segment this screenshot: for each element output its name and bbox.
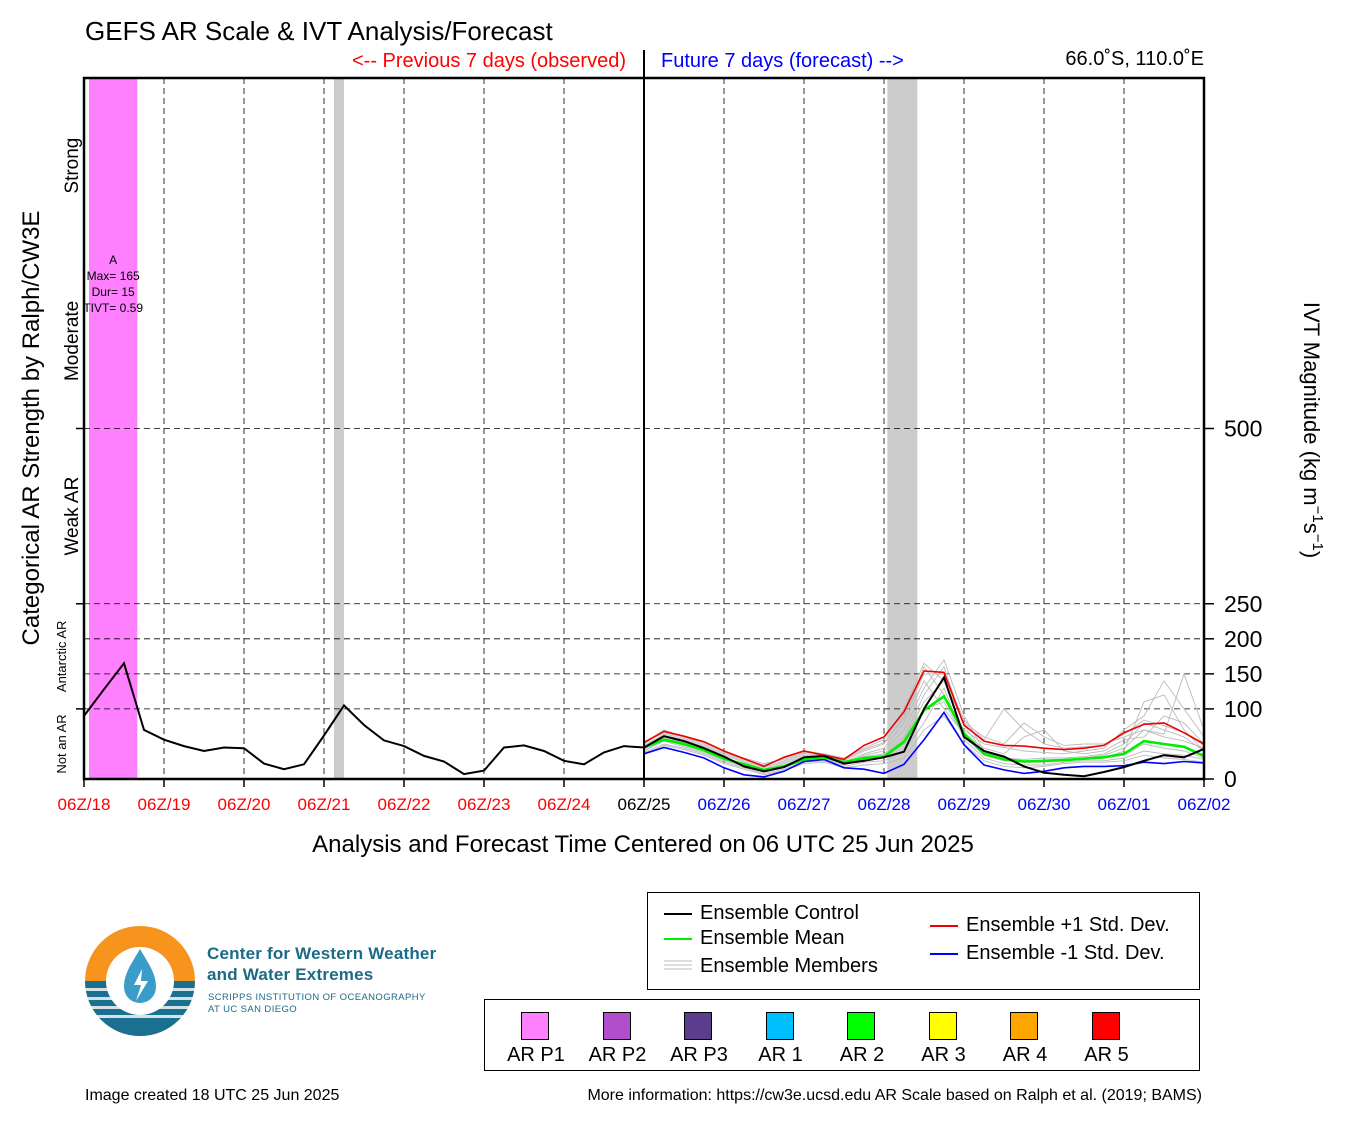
ar-scale-label: AR P1 [507, 1044, 565, 1066]
category-label: Not an AR [54, 714, 69, 773]
ar-scale-swatch [1010, 1012, 1038, 1040]
y-tick-label: 200 [1224, 626, 1262, 652]
ensemble-plus-std-line [643, 670, 1205, 768]
ar-scale-swatch [928, 1012, 957, 1040]
legend-plus-std-label: Ensemble +1 Std. Dev. [966, 914, 1170, 936]
logo-title-line2: and Water Extremes [207, 965, 374, 984]
x-tick-label: 06Z/27 [778, 795, 831, 814]
ensemble-member-line [643, 680, 1205, 770]
x-axis-label: Analysis and Forecast Time Centered on 0… [312, 831, 974, 858]
ar-event-annotation: Dur= 15 [92, 285, 135, 299]
x-tick-label: 06Z/22 [378, 795, 431, 814]
logo-subtitle-line2: AT UC SAN DIEGO [208, 1004, 298, 1015]
category-label: Strong [62, 138, 83, 194]
ar-scale-swatch [684, 1012, 712, 1040]
ar-scale-swatch [1091, 1012, 1120, 1040]
ar-scale-label: AR P2 [588, 1044, 647, 1066]
category-label: Moderate [62, 301, 83, 381]
x-tick-label: 06Z/26 [698, 795, 751, 814]
ensemble-minus-std-line [643, 710, 1205, 778]
ensemble-member-line [643, 715, 1205, 776]
footer-info: More information: https://cw3e.ucsd.edu … [587, 1087, 1202, 1104]
legend-mean-label: Ensemble Mean [700, 927, 845, 949]
x-tick-label: 06Z/23 [458, 795, 511, 814]
y-axis-left-label: Categorical AR Strength by Ralph/CW3E [18, 211, 45, 646]
legend: Ensemble Control Ensemble Mean Ensemble … [647, 892, 1200, 990]
location-label: 66.0˚S, 110.0˚E [1065, 48, 1204, 70]
ar-scale-label: AR 1 [758, 1044, 803, 1066]
future-days-label: Future 7 days (forecast) --> [661, 50, 904, 72]
gray-band [887, 78, 918, 779]
ar-scale-label: AR 3 [921, 1044, 966, 1066]
ar-scale-swatch [602, 1012, 631, 1040]
x-tick-label: 06Z/19 [138, 795, 191, 814]
previous-days-label: <-- Previous 7 days (observed) [351, 50, 626, 72]
ar-event-annotation: Max= 165 [87, 269, 140, 283]
ar-scale-label: AR 2 [839, 1044, 885, 1066]
ivt-chart: A Max= 165 Dur= 15 TIVT= 0.59 06Z/18 06Z/19 0… [18, 50, 1326, 858]
x-tick-label: 06Z/20 [218, 795, 271, 814]
ar-scale-label: AR 4 [1002, 1044, 1048, 1066]
ensemble-member-line [643, 686, 1205, 774]
logo-subtitle-line1: SCRIPPS INSTITUTION OF OCEANOGRAPHY [208, 992, 426, 1003]
y-tick-label: 250 [1224, 591, 1262, 617]
legend-control-label: Ensemble Control [700, 902, 859, 924]
ar-event-annotation: TIVT= 0.59 [83, 301, 143, 315]
x-tick-label: 06Z/29 [938, 795, 991, 814]
category-label: Weak AR [62, 477, 83, 556]
y-tick-label: 0 [1224, 766, 1237, 792]
x-tick-label: 06Z/01 [1098, 795, 1151, 814]
x-tick-label: 06Z/30 [1018, 795, 1071, 814]
ar-scale-label: AR 5 [1084, 1044, 1129, 1066]
logo-title: Center for Western Weather and Water Ext… [207, 943, 436, 985]
y-axis-right-label: IVT Magnitude (kg m−1s−1) [1299, 302, 1326, 558]
logo-subtitle: SCRIPPS INSTITUTION OF OCEANOGRAPHY AT U… [208, 992, 426, 1016]
x-tick-label: 06Z/21 [298, 795, 351, 814]
category-label: Antarctic AR [54, 621, 69, 693]
x-tick-label: 06Z/24 [538, 795, 591, 814]
ar-event-annotation: A [109, 253, 117, 267]
ar-scale-swatch [847, 1012, 875, 1040]
y-tick-label: 100 [1224, 696, 1262, 722]
ar-scale-label: AR P3 [670, 1044, 728, 1066]
logo-title-line1: Center for Western Weather [207, 944, 437, 963]
cw3e-logo-icon [85, 926, 195, 1036]
x-tick-label: 06Z/18 [58, 795, 111, 814]
ar-scale-swatch [521, 1012, 549, 1040]
y-tick-label: 500 [1224, 416, 1262, 442]
x-tick-label: 06Z/25 [618, 795, 671, 814]
legend-minus-std-label: Ensemble -1 Std. Dev. [966, 942, 1165, 964]
ar-scale-key: AR P1 AR P2 AR P3 AR 1 AR 2 AR 3 AR 4 AR 5 [484, 999, 1200, 1071]
ar-scale-swatch [765, 1012, 794, 1040]
footer-created: Image created 18 UTC 25 Jun 2025 [85, 1087, 340, 1104]
x-tick-label: 06Z/02 [1178, 795, 1231, 814]
chart-title: GEFS AR Scale & IVT Analysis/Forecast [85, 16, 553, 46]
x-tick-label: 06Z/28 [858, 795, 911, 814]
legend-members-label: Ensemble Members [700, 955, 878, 977]
y-tick-label: 150 [1224, 661, 1262, 687]
